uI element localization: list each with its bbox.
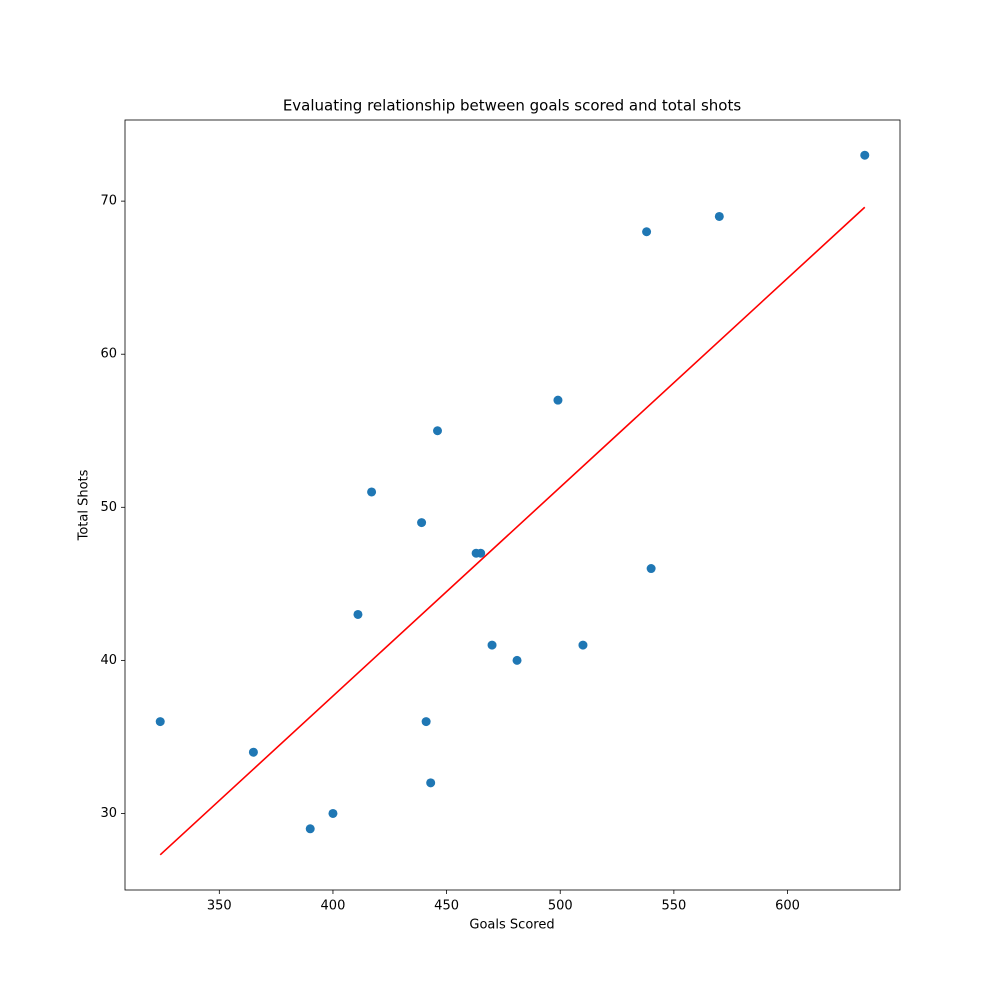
y-axis-label: Total Shots (77, 469, 92, 541)
point (646, 564, 656, 574)
x-tick-label: 400 (321, 899, 346, 914)
point (305, 824, 315, 834)
y-tick-label: 70 (100, 194, 117, 209)
point (553, 395, 563, 405)
point (512, 655, 522, 665)
x-tick-label: 350 (207, 899, 232, 914)
point (433, 426, 442, 436)
point (487, 640, 497, 650)
fit-line (159, 206, 866, 856)
point (476, 548, 486, 558)
point (328, 808, 338, 818)
x-tick-label: 600 (775, 899, 800, 914)
point (642, 227, 652, 237)
x-tick-label: 500 (548, 899, 573, 914)
x-axis-label: Goals Scored (469, 918, 554, 933)
point (155, 717, 165, 727)
y-tick-label: 30 (100, 806, 117, 821)
point (248, 747, 258, 757)
point (714, 211, 724, 221)
y-tick-label: 60 (100, 347, 117, 362)
x-tick-label: 450 (434, 899, 459, 914)
plot-frame (124, 119, 901, 891)
x-tick-label: 550 (661, 899, 686, 914)
point (421, 717, 431, 727)
point (367, 487, 377, 497)
point (860, 150, 870, 160)
point (578, 640, 588, 650)
y-tick-label: 50 (100, 500, 117, 515)
point (426, 778, 436, 788)
y-tick-label: 40 (100, 653, 117, 668)
point (353, 609, 363, 619)
chart-title: Evaluating relationship between goals sc… (283, 97, 741, 115)
point (417, 518, 427, 528)
